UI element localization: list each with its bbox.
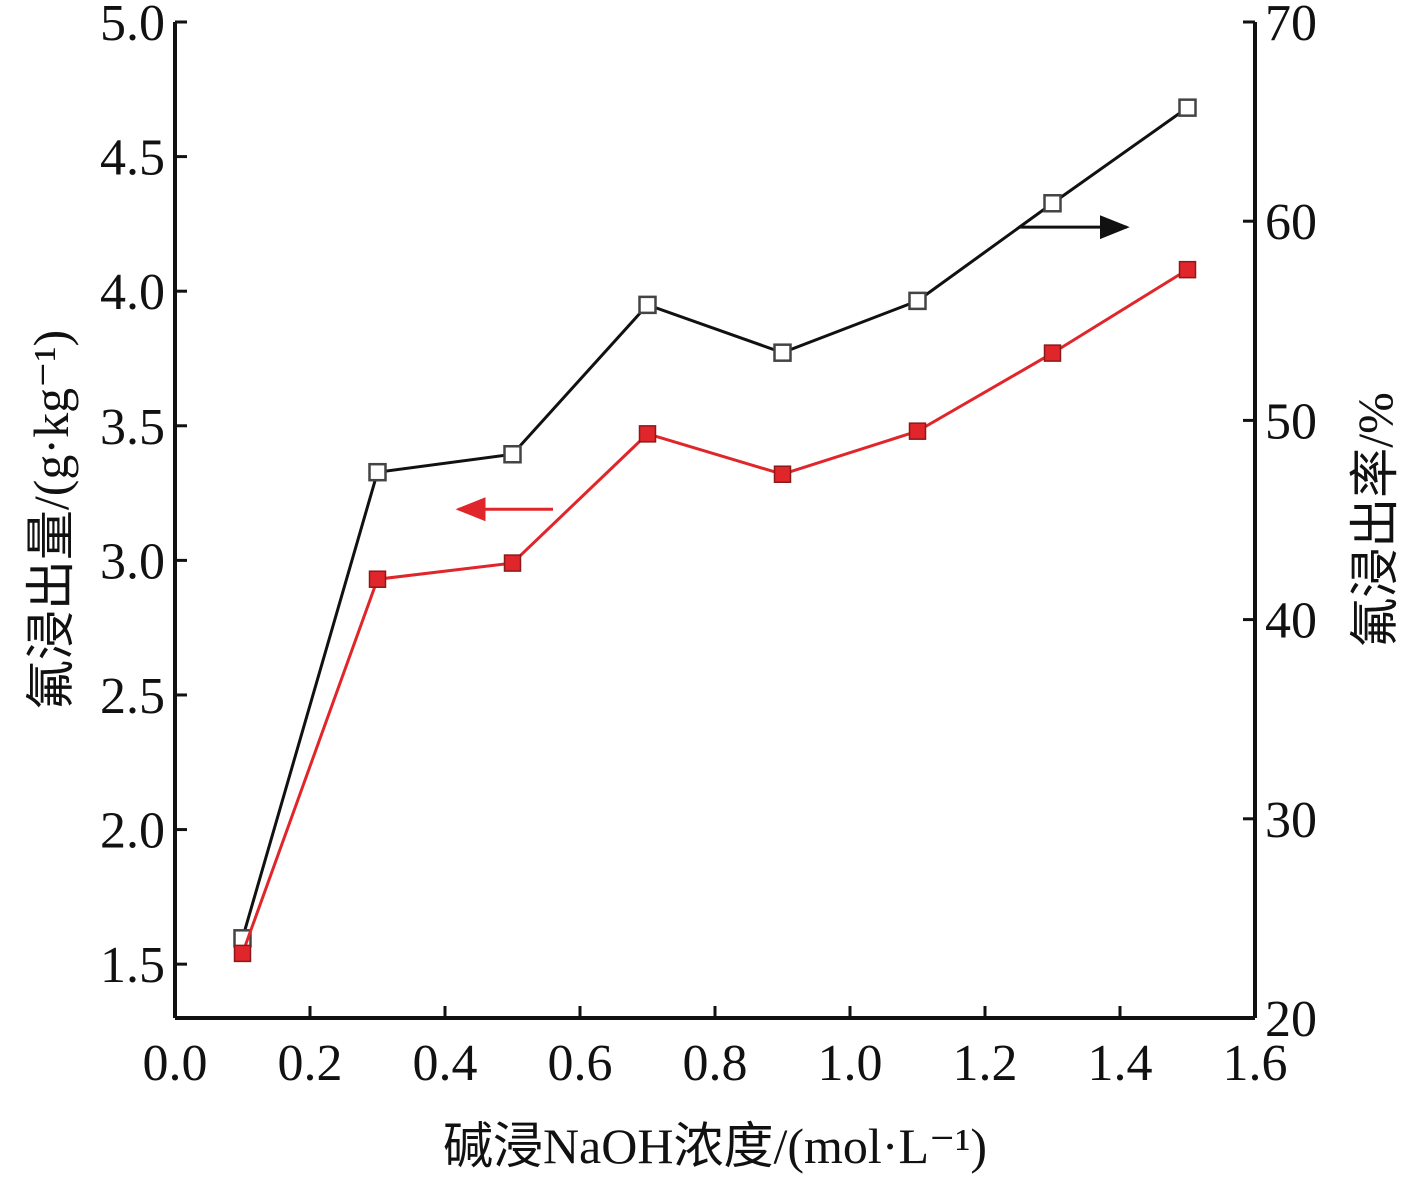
y-tick-label: 1.5 [100,937,165,994]
leaching-amount-point [908,422,927,440]
x-tick-label: 1.4 [1088,1035,1153,1092]
leaching-rate-point [773,343,792,362]
x-tick-label: 0.2 [278,1035,343,1092]
y2-tick-label: 20 [1265,991,1317,1048]
leaching-rate-point [1043,194,1062,213]
x-tick-label: 1.0 [818,1035,883,1092]
x-tick-label: 0.0 [143,1035,208,1092]
y2-tick-label: 40 [1265,593,1317,650]
y-tick-label: 3.5 [100,399,165,456]
y-tick-label: 4.5 [100,130,165,187]
leaching-amount-series-line [241,268,1189,954]
series-layer [233,98,1197,963]
leaching-rate-point [503,445,522,464]
leaching-rate-series-line [241,106,1189,939]
y2-tick-label: 70 [1265,0,1317,52]
leaching-rate-point [1178,98,1197,117]
leaching-amount-point [1178,260,1197,279]
x-tick-label: 1.6 [1223,1035,1288,1092]
y-tick-label: 4.0 [100,264,165,321]
axes-frame [173,22,1257,1020]
leaching-rate-point [368,462,387,482]
y2-tick-label: 30 [1265,792,1317,849]
y-tick-label: 3.0 [100,533,165,590]
leaching-amount-point [638,425,657,443]
right-y-axis-title: 氟浸出率/% [1347,392,1403,648]
y2-tick-label: 50 [1265,393,1317,450]
x-axis-ticks: 0.0 0.2 0.4 0.6 0.8 1.0 1.2 1.4 1.6 [143,1006,1288,1092]
x-axis-title: 碱浸NaOH浓度/(mol·L⁻¹) [443,1118,987,1174]
y-tick-label: 2.0 [100,803,165,860]
leaching-amount-point [233,944,252,963]
x-tick-label: 0.8 [683,1035,748,1092]
left-y-axis-title: 氟浸出量/(g·kg⁻¹) [23,330,79,710]
leaching-amount-point [773,465,792,483]
x-tick-label: 1.2 [953,1035,1018,1092]
y-tick-label: 2.5 [100,668,165,725]
x-tick-label: 0.4 [413,1035,478,1092]
leaching-rate-point [638,295,657,315]
y2-tick-label: 60 [1265,194,1317,251]
left-y-axis-ticks: 1.5 2.0 2.5 3.0 3.5 4.0 4.5 5.0 [100,0,187,994]
y-tick-label: 5.0 [100,0,165,52]
leaching-rate-point [908,291,927,311]
annotation-layer [455,215,1130,522]
leaching-amount-point [368,570,387,588]
right-y-axis-ticks: 20 30 40 50 60 70 [1243,0,1317,1048]
x-tick-label: 0.6 [548,1035,613,1092]
leaching-amount-point [503,554,522,572]
leaching-amount-point [1043,344,1062,362]
